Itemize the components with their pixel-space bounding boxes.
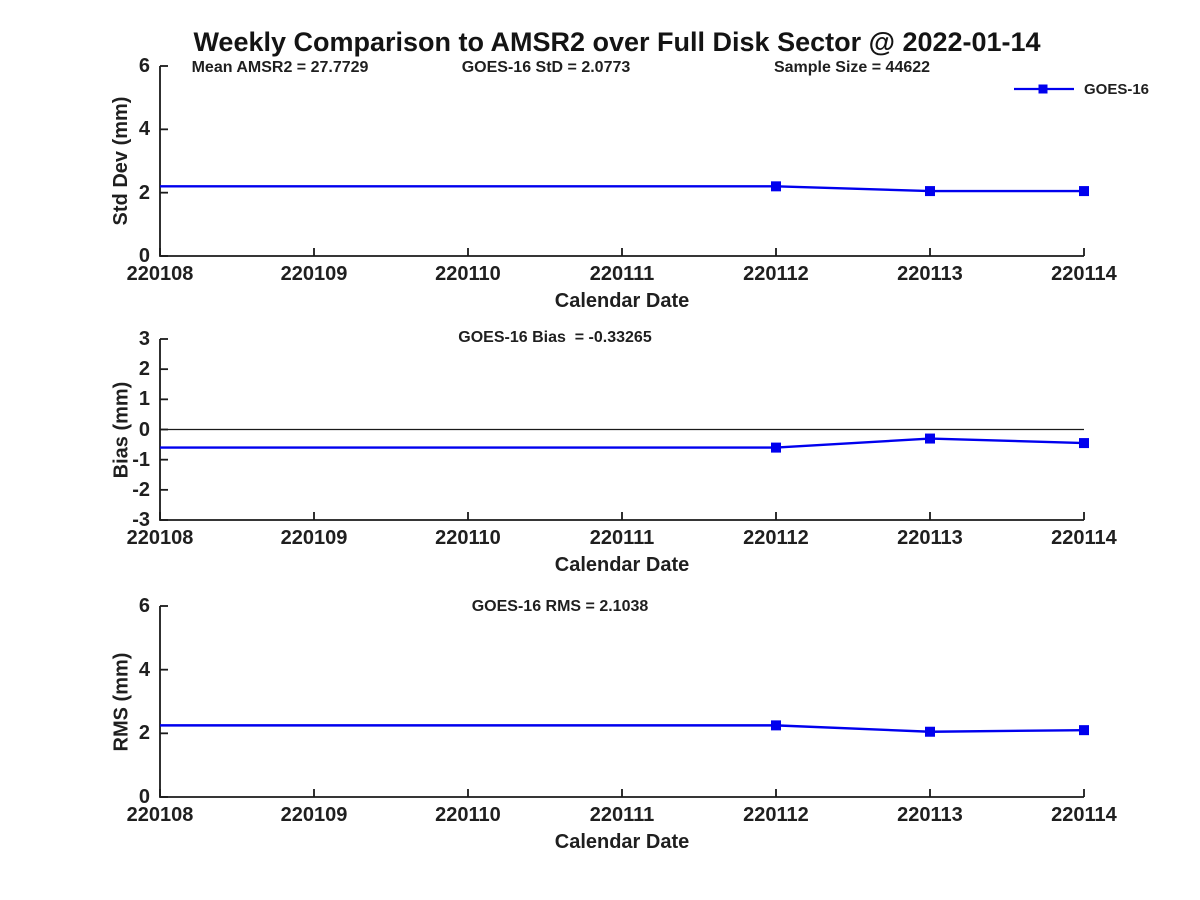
axis-lines <box>159 606 1084 798</box>
stat-annotation: Mean AMSR2 = 27.7729 <box>191 59 369 76</box>
data-point-marker <box>1079 438 1089 449</box>
x-tick-label: 220110 <box>435 527 501 549</box>
x-tick-label: 220111 <box>589 263 655 285</box>
data-point-marker <box>771 720 781 731</box>
figure-title: Weekly Comparison to AMSR2 over Full Dis… <box>193 27 1041 57</box>
stat-annotation: GOES-16 Bias = -0.33265 <box>458 329 652 346</box>
series-line-goes-16 <box>160 724 1085 733</box>
stat-annotation: GOES-16 StD = 2.0773 <box>461 59 631 76</box>
y-axis-label: Bias (mm) <box>110 381 132 478</box>
data-point-marker <box>925 186 935 197</box>
legend-label: GOES-16 <box>1084 80 1150 98</box>
data-point-marker <box>771 181 781 192</box>
y-tick-label: -2 <box>132 478 150 501</box>
stat-annotation: GOES-16 RMS = 2.1038 <box>471 598 649 615</box>
y-tick-label: 3 <box>138 328 150 350</box>
stat-annotation: Sample Size = 44622 <box>773 59 931 76</box>
axis-lines <box>159 339 1084 521</box>
data-point-marker <box>925 433 935 444</box>
y-tick-label: 4 <box>138 658 150 681</box>
data-point-marker <box>1079 725 1089 736</box>
legend-line-marker-icon <box>1014 84 1074 94</box>
x-tick-label: 220109 <box>280 263 348 285</box>
y-tick-label: 2 <box>138 358 150 381</box>
legend-square-marker-icon <box>1038 84 1048 94</box>
series-line-goes-16 <box>160 185 1084 193</box>
legend: GOES-16 <box>1012 77 1149 101</box>
x-tick-label: 220108 <box>126 263 194 285</box>
y-axis-label: RMS (mm) <box>110 652 132 751</box>
x-tick-label: 220114 <box>1051 263 1117 285</box>
x-tick-label: 220111 <box>589 527 655 549</box>
x-tick-label: 220108 <box>126 804 194 826</box>
y-tick-label: 0 <box>138 418 150 441</box>
y-tick-label: 1 <box>138 388 150 411</box>
data-point-marker <box>771 442 781 453</box>
y-tick-label: -3 <box>132 509 150 531</box>
y-tick-label: 4 <box>138 118 150 141</box>
y-tick-label: -1 <box>132 448 150 471</box>
x-tick-label: 220114 <box>1051 527 1117 549</box>
y-tick-label: 2 <box>138 722 150 745</box>
x-tick-label: 220114 <box>1051 804 1117 826</box>
x-axis-label: Calendar Date <box>554 554 690 576</box>
y-tick-label: 6 <box>138 55 150 77</box>
x-tick-label: 220112 <box>743 804 809 826</box>
x-tick-label: 220108 <box>126 527 194 549</box>
y-axis-label: Std Dev (mm) <box>110 96 132 226</box>
data-point-marker <box>1079 186 1089 197</box>
y-tick-label: 2 <box>138 181 150 204</box>
y-tick-label: 0 <box>138 786 150 808</box>
x-tick-label: 220113 <box>897 263 963 285</box>
x-tick-label: 220110 <box>435 263 501 285</box>
x-tick-label: 220111 <box>589 804 655 826</box>
x-tick-label: 220113 <box>897 804 963 826</box>
x-tick-label: 220110 <box>435 804 501 826</box>
x-tick-label: 220113 <box>897 527 963 549</box>
x-tick-label: 220112 <box>743 527 809 549</box>
data-point-marker <box>925 726 935 737</box>
x-axis-label: Calendar Date <box>554 290 690 312</box>
y-tick-label: 6 <box>138 595 150 617</box>
axis-lines <box>159 66 1084 257</box>
x-axis-label: Calendar Date <box>554 831 690 853</box>
x-tick-label: 220109 <box>280 527 348 549</box>
x-tick-label: 220109 <box>280 804 348 826</box>
series-line-goes-16 <box>160 437 1085 449</box>
y-tick-label: 0 <box>138 245 150 267</box>
x-tick-label: 220112 <box>743 263 809 285</box>
